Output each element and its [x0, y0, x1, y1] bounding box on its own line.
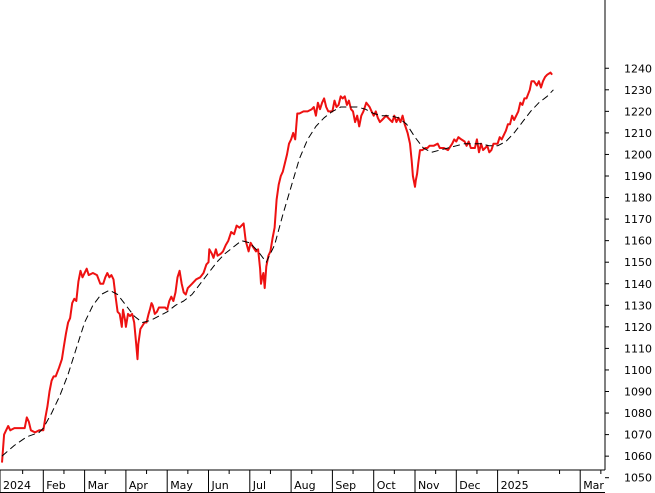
- y-tick-label: 1210: [624, 127, 652, 140]
- x-tick-label: 2024: [3, 479, 31, 492]
- x-tick-label: 2025: [501, 479, 529, 492]
- x-tick-label: Feb: [46, 479, 65, 492]
- y-tick-label: 1060: [624, 450, 652, 463]
- x-tick-label: Aug: [294, 479, 315, 492]
- x-tick-label: Jul: [252, 479, 266, 492]
- y-tick-label: 1070: [624, 429, 652, 442]
- y-tick-label: 1170: [624, 213, 652, 226]
- y-tick-label: 1220: [624, 105, 652, 118]
- x-tick-label: Mar: [583, 479, 604, 492]
- y-tick-label: 1230: [624, 84, 652, 97]
- series-line-2: [1, 89, 554, 457]
- series-line-1: [1, 71, 553, 463]
- x-tick-label: Apr: [129, 479, 149, 492]
- y-tick-label: 1240: [624, 62, 652, 75]
- y-tick-label: 1150: [624, 256, 652, 269]
- plot-lines: [1, 71, 554, 463]
- x-tick-label: Mar: [88, 479, 109, 492]
- y-tick-label: 1110: [624, 342, 652, 355]
- y-tick-label: 1160: [624, 235, 652, 248]
- y-tick-label: 1140: [624, 278, 652, 291]
- x-tick-label: Sep: [335, 479, 356, 492]
- x-tick-label: Dec: [459, 479, 480, 492]
- y-tick-label: 1080: [624, 407, 652, 420]
- y-tick-label: 1200: [624, 148, 652, 161]
- x-tick-label: May: [170, 479, 193, 492]
- x-tick-label: Oct: [377, 479, 397, 492]
- y-tick-label: 1100: [624, 364, 652, 377]
- y-tick-label: 1090: [624, 386, 652, 399]
- y-tick-label: 1050: [624, 472, 652, 485]
- y-tick-label: 1130: [624, 299, 652, 312]
- y-tick-label: 1180: [624, 192, 652, 205]
- y-tick-label: 1190: [624, 170, 652, 183]
- x-tick-label: Jun: [211, 479, 229, 492]
- x-tick-label: Nov: [418, 479, 440, 492]
- y-tick-label: 1120: [624, 321, 652, 334]
